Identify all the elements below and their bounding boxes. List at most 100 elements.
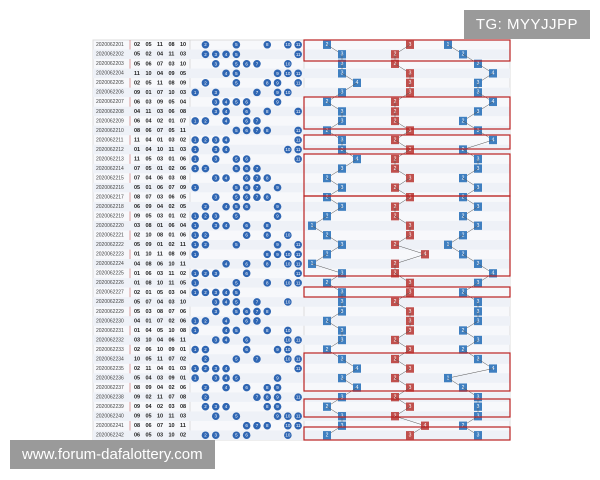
row-stripe (93, 430, 510, 440)
trend-number: 2 (394, 242, 397, 248)
ball-number: 10 (285, 328, 291, 333)
draw-number: 04 (134, 318, 141, 324)
number-ball (211, 307, 220, 316)
number-ball (253, 183, 261, 192)
number-ball (211, 288, 220, 297)
draw-number: 08 (180, 328, 186, 334)
number-ball (294, 145, 302, 154)
number-ball (263, 421, 272, 430)
ball-number: 7 (256, 118, 259, 123)
ball-number: 9 (276, 242, 279, 247)
number-ball (294, 107, 302, 116)
issue: 2020062232 (96, 337, 124, 343)
number-ball (211, 431, 220, 440)
ball-number: 3 (214, 271, 217, 276)
number-ball (222, 364, 230, 373)
ball-number: 6 (245, 385, 248, 390)
trend-number: 3 (477, 204, 480, 210)
draw-number: 04 (180, 223, 187, 229)
ball-number: 11 (296, 137, 301, 142)
trend-number: 4 (356, 366, 359, 372)
ball-number: 9 (276, 99, 279, 104)
ball-number: 7 (256, 185, 259, 190)
ball-number: 1 (194, 137, 197, 142)
trend-line (311, 263, 343, 274)
number-ball (242, 193, 251, 201)
ball-number: 1 (194, 252, 197, 257)
ball-number: 10 (285, 42, 291, 47)
draw-number: 10 (146, 337, 152, 343)
number-ball (273, 240, 282, 249)
number-ball (284, 336, 292, 344)
ball-number: 3 (214, 99, 217, 104)
issue: 2020062229 (96, 309, 124, 315)
draw-number: 10 (169, 328, 175, 334)
ball-number: 11 (296, 423, 301, 428)
trend-number: 3 (409, 385, 412, 391)
ball-number: 4 (225, 71, 228, 76)
number-ball (294, 240, 302, 249)
draw-number: 04 (146, 147, 153, 153)
number-ball (222, 402, 230, 411)
number-ball (232, 193, 241, 201)
trend-box (391, 154, 399, 164)
draw-number: 02 (157, 404, 163, 410)
number-ball (211, 193, 220, 201)
issue: 2020062225 (96, 271, 124, 277)
draw-number: 04 (146, 376, 153, 382)
ball-number: 7 (256, 128, 259, 133)
ball-number: 9 (276, 185, 279, 190)
number-ball (211, 98, 220, 106)
draw-number: 08 (146, 280, 152, 286)
ball-number: 9 (276, 214, 279, 219)
draw-number: 02 (134, 42, 140, 48)
draw-number: 06 (134, 433, 140, 439)
ball-number: 6 (245, 157, 248, 162)
trend-box (353, 154, 361, 164)
ball-number: 1 (194, 376, 197, 381)
draw-number: 04 (134, 109, 141, 115)
row-stripe (93, 163, 510, 174)
number-ball (284, 279, 292, 287)
number-ball (284, 40, 292, 49)
draw-number: 06 (169, 109, 175, 115)
issue: 2020062202 (96, 52, 124, 58)
number-ball (211, 107, 220, 116)
draw-number: 03 (157, 376, 163, 382)
number-ball (273, 345, 282, 354)
ball-number: 9 (276, 395, 279, 400)
ball-number: 3 (214, 137, 217, 142)
ball-number: 9 (276, 80, 279, 85)
draw-number: 06 (146, 61, 152, 67)
trend-number: 3 (409, 194, 412, 200)
number-ball (222, 298, 230, 306)
trend-number: 4 (492, 137, 495, 143)
ball-number: 6 (245, 223, 248, 228)
draw-number: 02 (134, 290, 140, 296)
ball-number: 10 (285, 299, 291, 304)
issue: 2020062210 (96, 128, 124, 134)
trend-number: 3 (477, 318, 480, 324)
ball-number: 8 (266, 328, 269, 333)
number-ball (222, 288, 230, 297)
trend-line (394, 415, 426, 426)
ball-number: 2 (204, 271, 207, 276)
ball-number: 9 (276, 414, 279, 419)
draw-number: 05 (134, 309, 140, 315)
number-ball (222, 383, 230, 392)
ball-number: 9 (276, 385, 279, 390)
number-ball (284, 145, 292, 154)
ball-number: 11 (296, 261, 301, 266)
draw-number: 08 (146, 261, 152, 267)
draw-number: 03 (157, 157, 163, 163)
number-ball (191, 279, 199, 287)
ball-number: 8 (266, 128, 269, 133)
number-ball (294, 412, 302, 420)
number-ball (253, 298, 261, 306)
ball-number: 10 (285, 61, 291, 66)
draw-number: 07 (157, 423, 163, 429)
number-ball (232, 40, 241, 49)
ball-number: 6 (245, 176, 248, 181)
trend-box (444, 373, 452, 383)
number-ball (211, 88, 220, 97)
